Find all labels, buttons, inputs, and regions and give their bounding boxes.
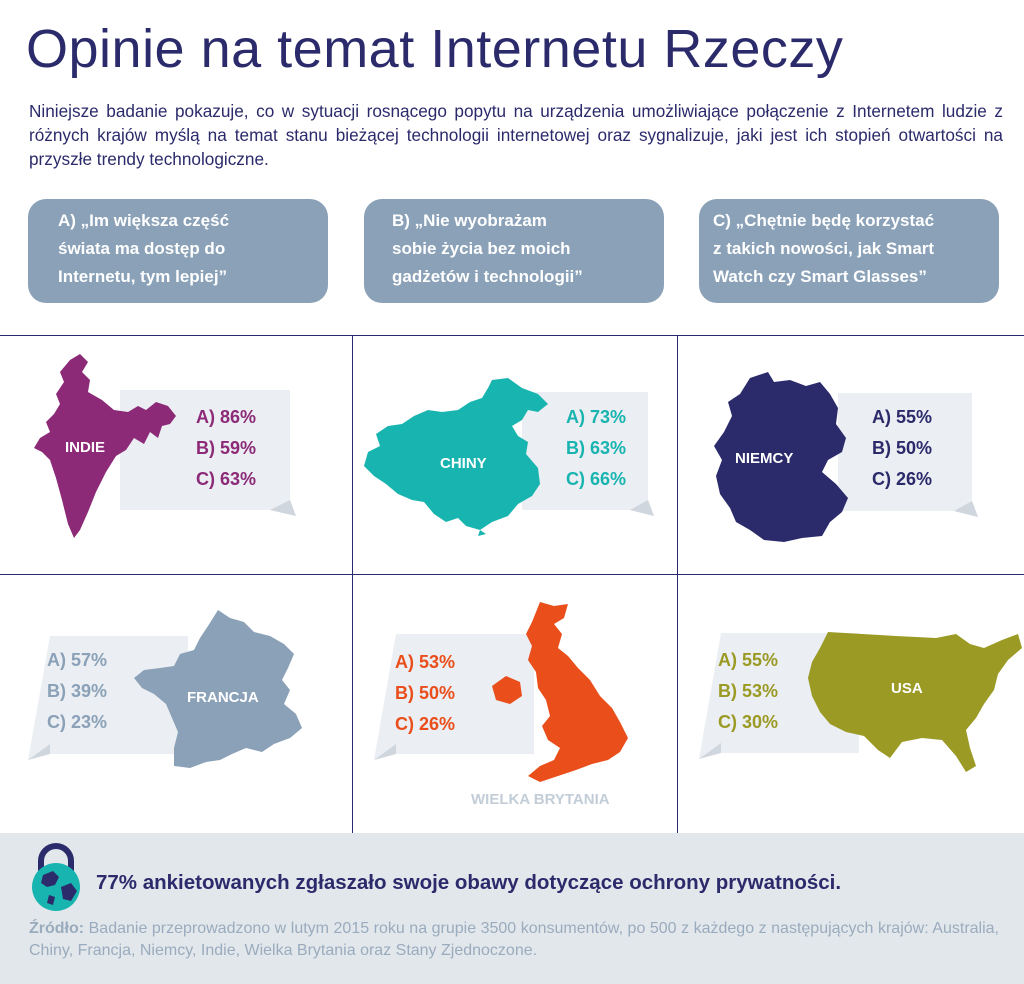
privacy-statement: 77% ankietowanych zgłaszało swoje obawy … (96, 871, 842, 894)
stat-c-usa: C) 30% (718, 712, 779, 732)
question-b-box: B) „Nie wyobrażam sobie życia bez moich … (364, 199, 664, 303)
paper-note-france (28, 636, 188, 760)
stat-a-germany: A) 55% (872, 407, 933, 427)
stats-usa: A) 55% B) 53% C) 30% (718, 645, 778, 738)
stat-c-germany: C) 26% (872, 469, 933, 489)
question-a-line1: A) „Im większa część (58, 211, 230, 230)
grid-line-top (0, 335, 1024, 336)
stat-c-uk: C) 26% (395, 714, 456, 734)
globe-lock-icon (32, 843, 80, 911)
grid-line-middle (0, 574, 1024, 575)
stats-india: A) 86% B) 59% C) 63% (196, 402, 256, 495)
stat-c-china: C) 66% (566, 469, 627, 489)
stat-a-india: A) 86% (196, 407, 257, 427)
source-text: Badanie przeprowadzono w lutym 2015 roku… (29, 920, 999, 959)
france-map (134, 610, 302, 768)
stat-b-uk: B) 50% (395, 683, 456, 703)
stat-b-france: B) 39% (47, 681, 108, 701)
uk-map (492, 602, 628, 782)
grid-line-left (352, 335, 353, 833)
paper-note-uk (374, 634, 534, 760)
paper-note-germany (838, 393, 978, 517)
usa-map (808, 632, 1022, 772)
india-map (34, 354, 176, 538)
question-a-box: A) „Im większa część świata ma dostęp do… (28, 199, 328, 303)
paper-note-china (522, 392, 654, 516)
stat-c-france: C) 23% (47, 712, 108, 732)
germany-map (714, 372, 848, 542)
country-name-germany: NIEMCY (735, 450, 794, 467)
country-name-india: INDIE (65, 439, 106, 456)
page-title: Opinie na temat Internetu Rzeczy (26, 19, 844, 79)
question-c-box: C) „Chętnie będę korzystać z takich nowo… (699, 199, 999, 303)
stat-a-usa: A) 55% (718, 650, 779, 670)
footer-panel: 77% ankietowanych zgłaszało swoje obawy … (0, 833, 1024, 984)
stats-china: A) 73% B) 63% C) 66% (566, 402, 626, 495)
question-b-line2: sobie życia bez moich (392, 239, 571, 258)
china-map (364, 378, 548, 536)
stat-b-usa: B) 53% (718, 681, 779, 701)
source-label: Źródło: (29, 920, 85, 937)
stat-b-india: B) 59% (196, 438, 257, 458)
stat-b-germany: B) 50% (872, 438, 933, 458)
intro-text: Niniejsze badanie pokazuje, co w sytuacj… (29, 101, 1003, 169)
stat-a-france: A) 57% (47, 650, 108, 670)
question-c-line1: C) „Chętnie będę korzystać (713, 211, 935, 230)
country-name-france: FRANCJA (187, 689, 259, 706)
country-name-uk: WIELKA BRYTANIA (471, 791, 610, 808)
stat-a-china: A) 73% (566, 407, 627, 427)
question-b-line1: B) „Nie wyobrażam (392, 211, 547, 230)
country-name-usa: USA (891, 680, 923, 697)
stat-a-uk: A) 53% (395, 652, 456, 672)
question-b-line3: gadżetów i technologii” (392, 267, 583, 286)
stats-france: A) 57% B) 39% C) 23% (47, 645, 107, 738)
stats-germany: A) 55% B) 50% C) 26% (872, 402, 932, 495)
stat-c-india: C) 63% (196, 469, 257, 489)
question-c-line3: Watch czy Smart Glasses” (713, 267, 927, 286)
question-a-line2: świata ma dostęp do (58, 239, 226, 258)
grid-line-right (677, 335, 678, 833)
country-name-china: CHINY (440, 455, 487, 472)
source-note: Źródło: Badanie przeprowadzono w lutym 2… (29, 918, 999, 962)
question-a-line3: Internetu, tym lepiej” (58, 267, 228, 286)
stat-b-china: B) 63% (566, 438, 627, 458)
stats-uk: A) 53% B) 50% C) 26% (395, 647, 455, 740)
question-c-line2: z takich nowości, jak Smart (713, 239, 935, 258)
